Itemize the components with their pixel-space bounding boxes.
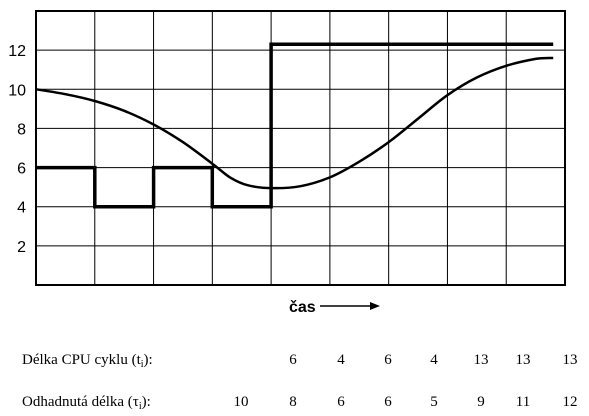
grid	[36, 11, 565, 285]
y-tick-label: 8	[17, 121, 26, 138]
row1-value: 13	[563, 352, 578, 368]
row1-value: 4	[430, 352, 438, 368]
row2-value: 8	[289, 394, 297, 410]
row2-values: 10 8 6 6 5 9 11 12	[234, 394, 578, 410]
row2-value: 9	[477, 394, 485, 410]
y-tick-label: 4	[17, 200, 26, 217]
y-tick-label: 12	[8, 43, 26, 60]
series-smooth-curve	[35, 56, 554, 190]
row1-value: 4	[337, 352, 345, 368]
x-axis-label: čas	[289, 299, 316, 316]
plot-frame	[35, 10, 566, 286]
row2-value: 10	[234, 394, 249, 410]
row1-values: 6 4 6 4 13 13 13	[289, 352, 577, 368]
row1-value: 6	[289, 352, 297, 368]
row2-value: 5	[430, 394, 438, 410]
row2-value: 12	[563, 394, 578, 410]
row2-label: Odhadnutá délka (τi):	[22, 394, 151, 412]
row2-value: 11	[516, 394, 530, 410]
y-axis-ticks: 2 4 6 8 10 12	[8, 43, 26, 256]
time-arrow-head	[370, 302, 380, 310]
row2-value: 6	[337, 394, 345, 410]
row1-value: 13	[516, 352, 531, 368]
row1-value: 6	[384, 352, 392, 368]
y-tick-label: 6	[17, 161, 26, 178]
y-tick-label: 10	[8, 82, 26, 99]
row2-value: 6	[384, 394, 392, 410]
series-step-line	[36, 42, 554, 209]
row1-value: 13	[474, 352, 489, 368]
y-tick-label: 2	[17, 239, 26, 256]
row1-label: Délka CPU cyklu (ti):	[22, 352, 153, 370]
